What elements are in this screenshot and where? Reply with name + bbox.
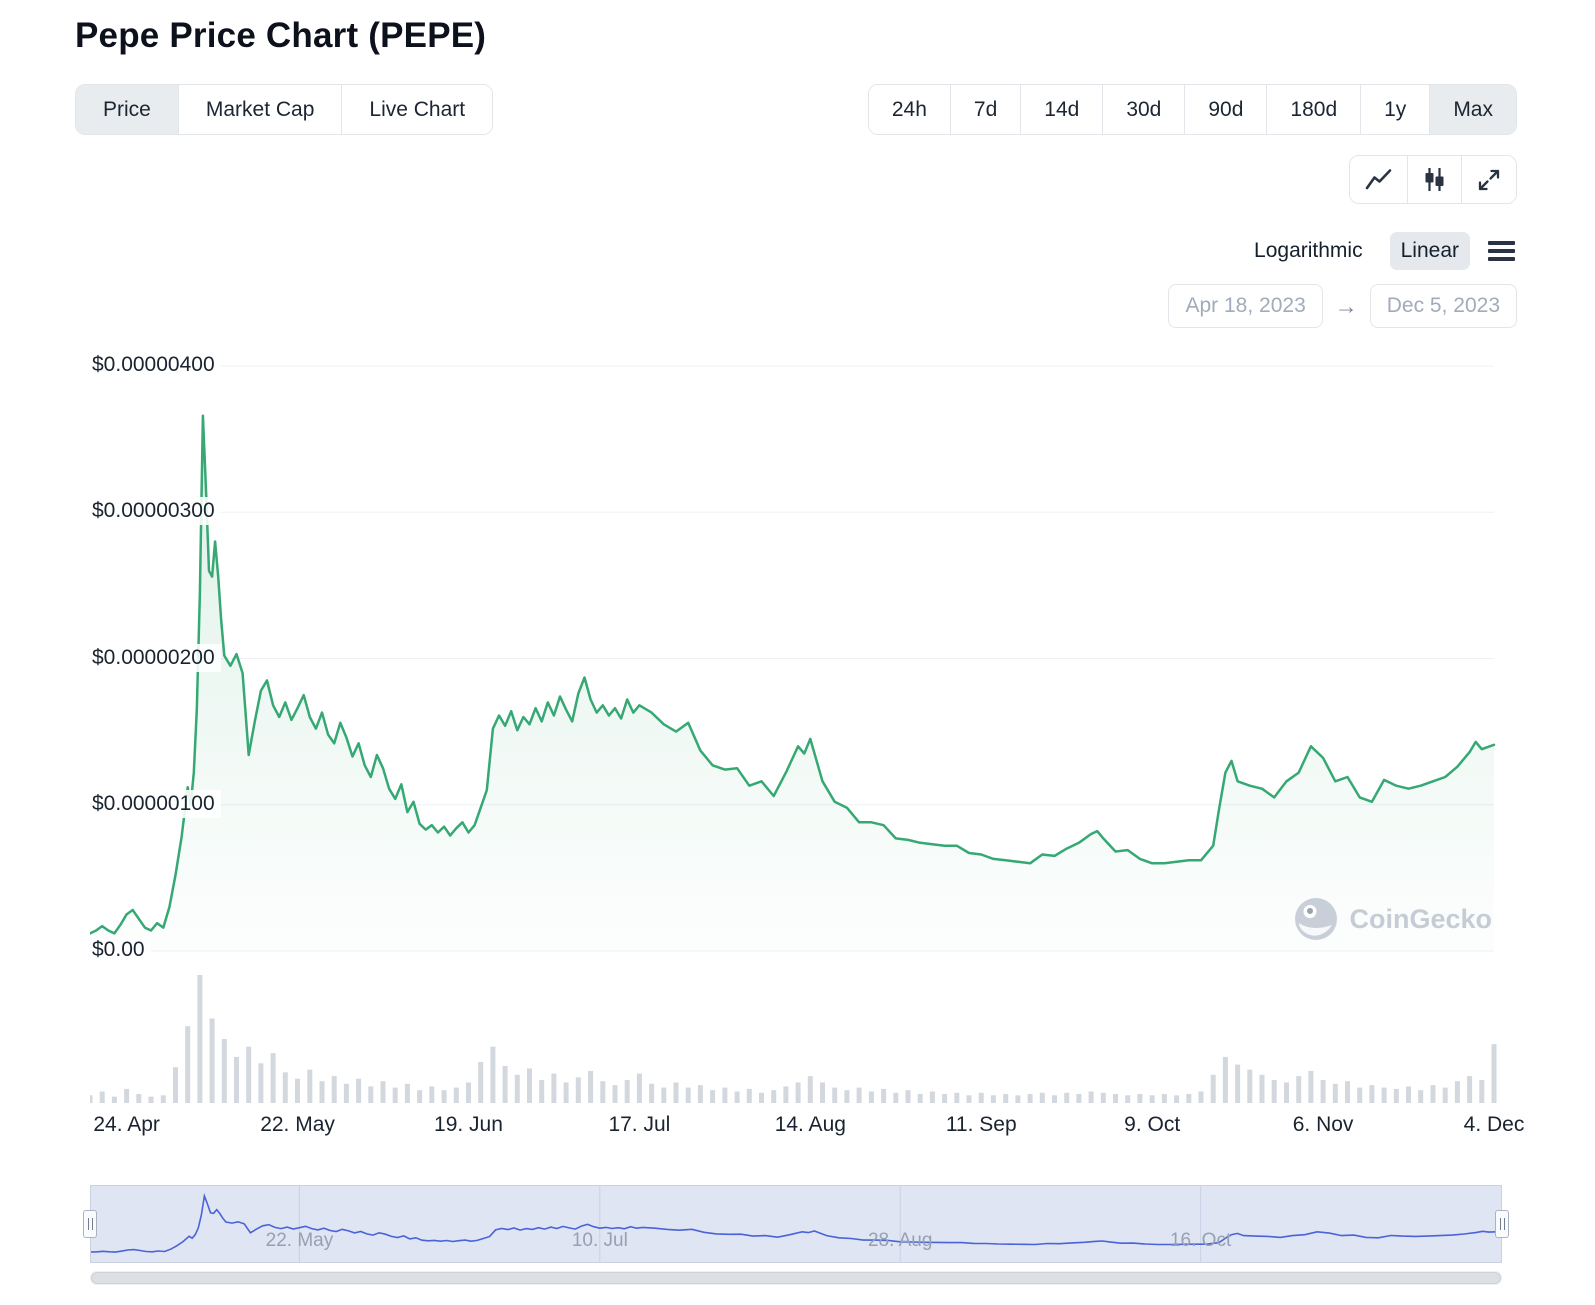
coingecko-watermark: CoinGecko [1293,896,1492,942]
volume-chart-svg [90,975,1497,1103]
candlestick-icon [1425,168,1444,191]
x-axis-label: 19. Jun [434,1113,503,1136]
navigator-label: 10. Jul [571,1230,628,1251]
x-axis-label: 11. Sep [945,1113,1017,1136]
tab-price[interactable]: Price [76,85,179,134]
date-from-input[interactable]: Apr 18, 2023 [1168,284,1323,328]
navigator-label: 16. Oct [1169,1230,1232,1251]
fullscreen-button[interactable] [1462,156,1516,203]
date-to-input[interactable]: Dec 5, 2023 [1369,284,1517,328]
range-button-1y[interactable]: 1y [1361,85,1431,134]
line-chart-icon [1365,169,1392,190]
chart-scrollbar[interactable] [90,1271,1502,1285]
logarithmic-scale-button[interactable]: Logarithmic [1243,232,1374,270]
chart-type-selector [1349,155,1517,204]
range-button-30d[interactable]: 30d [1103,85,1186,134]
scrollbar-thumb[interactable] [91,1272,1501,1284]
navigator-left-handle[interactable] [83,1210,97,1238]
range-button-max[interactable]: Max [1430,85,1516,134]
navigator-right-handle[interactable] [1495,1210,1509,1238]
x-axis-label: 9. Oct [1124,1113,1181,1136]
chart-view-tabs: Price Market Cap Live Chart [75,84,494,135]
x-axis-label: 4. Dec [1463,1113,1525,1136]
y-axis-label: $0.00 [92,936,151,964]
coingecko-logo-icon [1295,898,1338,940]
x-axis-label: 14. Aug [774,1113,846,1136]
x-axis-label: 6. Nov [1292,1113,1354,1136]
price-chart: $0.00000400 $0.00000300 $0.00000200 $0.0000… [83,351,1524,1285]
x-axis-label: 17. Jul [608,1113,671,1136]
arrow-right-icon: → [1334,292,1358,319]
fullscreen-icon [1478,169,1500,190]
hamburger-menu-icon [1488,241,1515,245]
coingecko-watermark-label: CoinGecko [1349,903,1492,934]
linear-scale-button[interactable]: Linear [1389,232,1470,270]
page-title: Pepe Price Chart (PEPE) [75,16,487,55]
range-button-7d[interactable]: 7d [950,85,1022,134]
date-range-row: Apr 18, 2023 → Dec 5, 2023 [75,284,1517,328]
range-button-90d[interactable]: 90d [1185,85,1268,134]
time-range-selector: 24h 7d 14d 30d 90d 180d 1y Max [867,84,1517,135]
x-axis-labels: 24. Apr 22. May 19. Jun 17. Jul 14. Aug 11. S… [90,1107,1524,1145]
navigator-label: 28. Aug [867,1230,933,1251]
navigator[interactable]: 22. May 10. Jul 28. Aug 16. Oct [83,1185,1509,1263]
navigator-label: 22. May [265,1230,334,1251]
y-axis-label: $0.00000300 [92,497,221,526]
tab-live-chart[interactable]: Live Chart [342,85,493,134]
scale-toggle-row: Logarithmic Linear [75,232,1517,270]
range-button-14d[interactable]: 14d [1021,85,1104,134]
navigator-svg [91,1186,1501,1262]
tab-market-cap[interactable]: Market Cap [178,85,343,134]
x-axis-label: 24. Apr [93,1113,160,1136]
range-button-180d[interactable]: 180d [1267,85,1362,134]
price-chart-svg[interactable] [90,358,1502,961]
candlestick-chart-type-button[interactable] [1408,156,1462,203]
toolbar: Price Market Cap Live Chart 24h 7d 14d 3… [75,84,1517,135]
y-axis-label: $0.00000100 [92,789,221,818]
y-axis-label: $0.00000400 [92,351,221,379]
x-axis-label: 22. May [260,1113,335,1136]
chart-type-row [75,155,1517,204]
range-button-24h[interactable]: 24h [868,85,951,134]
chart-menu-button[interactable] [1486,237,1517,265]
y-axis-label: $0.00000200 [92,643,221,672]
line-chart-type-button[interactable] [1350,156,1408,203]
